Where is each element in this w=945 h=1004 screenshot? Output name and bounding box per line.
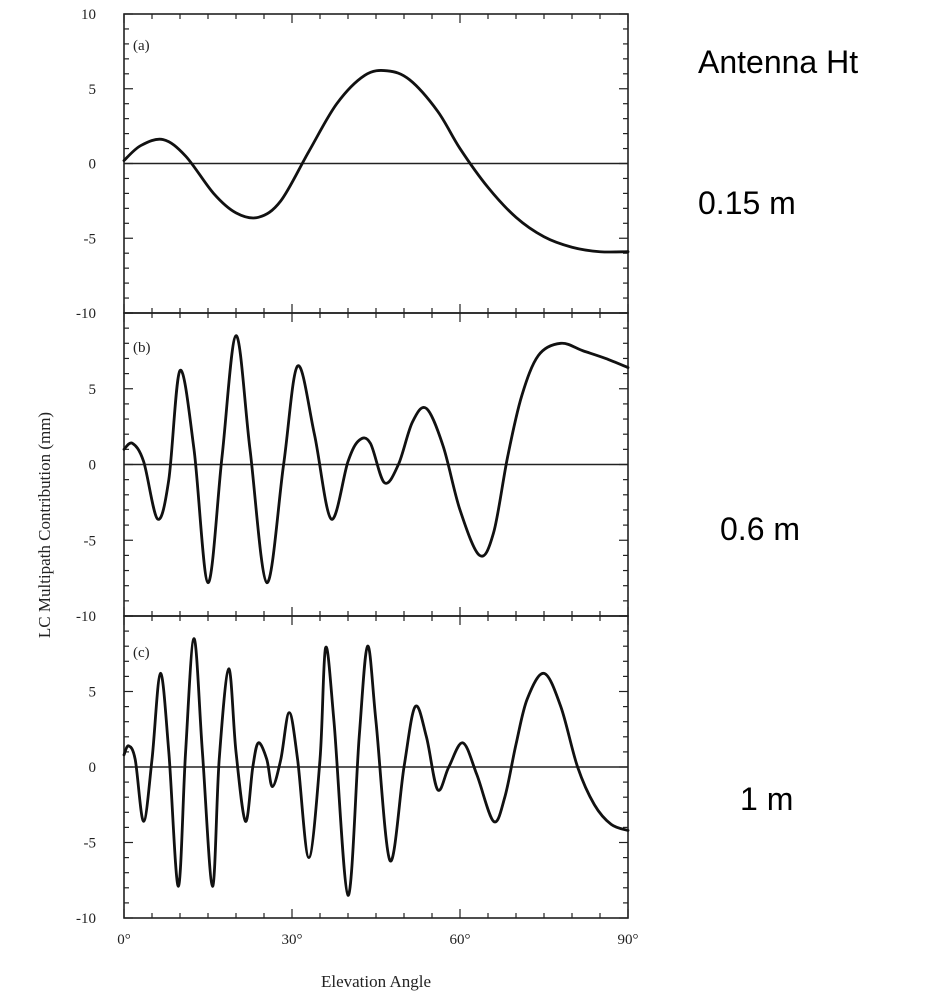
y-tick-label-c: -5: [84, 836, 97, 852]
panel-b-tag: (b): [133, 340, 151, 356]
x-tick-label: 90°: [618, 932, 639, 948]
y-tick-label-a: 5: [89, 82, 97, 98]
y-tick-label-a: -5: [84, 231, 97, 247]
y-tick-labels: 10 5 0 -5 -10 5 0 -5 -10 5 0 -5 -10: [76, 7, 96, 927]
antenna-height-a: 0.15 m: [698, 185, 796, 221]
y-tick-label-c: -10: [76, 911, 96, 927]
y-axis-title: LC Multipath Contribution (mm): [35, 412, 54, 638]
y-tick-label-b: 5: [89, 382, 97, 398]
x-tick-label: 60°: [450, 932, 471, 948]
y-tick-label-c: 0: [89, 760, 97, 776]
y-tick-label-b: 0: [89, 458, 97, 474]
antenna-height-c: 1 m: [740, 781, 793, 817]
x-tick-label: 0°: [117, 932, 131, 948]
y-tick-label-b: -10: [76, 609, 96, 625]
curve-b-series-0: [122, 334, 630, 585]
curve-a-series-0: [122, 69, 630, 254]
tick-marks: [123, 13, 629, 919]
y-tick-label-c: 5: [89, 685, 97, 701]
y-tick-label-b: -5: [84, 533, 97, 549]
x-tick-labels: 0° 30° 60° 90°: [117, 932, 638, 948]
panel-c-tag: (c): [133, 645, 150, 661]
antenna-height-header: Antenna Ht: [698, 44, 858, 80]
y-tick-label-a: -10: [76, 306, 96, 322]
multipath-curves: [122, 69, 630, 897]
y-tick-label-a: 0: [89, 157, 97, 173]
x-tick-label: 30°: [282, 932, 303, 948]
y-tick-label-a: 10: [81, 7, 96, 23]
zero-lines: [124, 162, 628, 768]
antenna-height-b: 0.6 m: [720, 511, 800, 547]
x-axis-title: Elevation Angle: [321, 972, 431, 991]
panel-a-tag: (a): [133, 38, 150, 54]
curve-c-series-0: [122, 637, 630, 897]
